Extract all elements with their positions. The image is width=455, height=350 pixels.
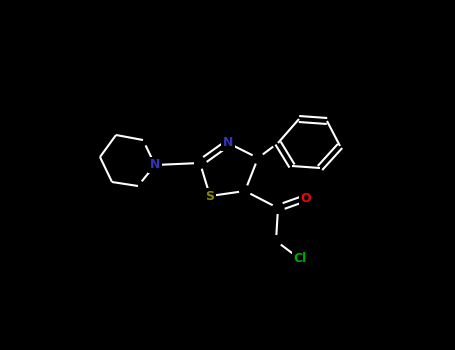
Text: Cl: Cl <box>293 252 307 266</box>
Text: N: N <box>150 159 160 172</box>
Text: O: O <box>301 191 311 204</box>
Text: N: N <box>223 136 233 149</box>
Text: S: S <box>206 189 214 203</box>
